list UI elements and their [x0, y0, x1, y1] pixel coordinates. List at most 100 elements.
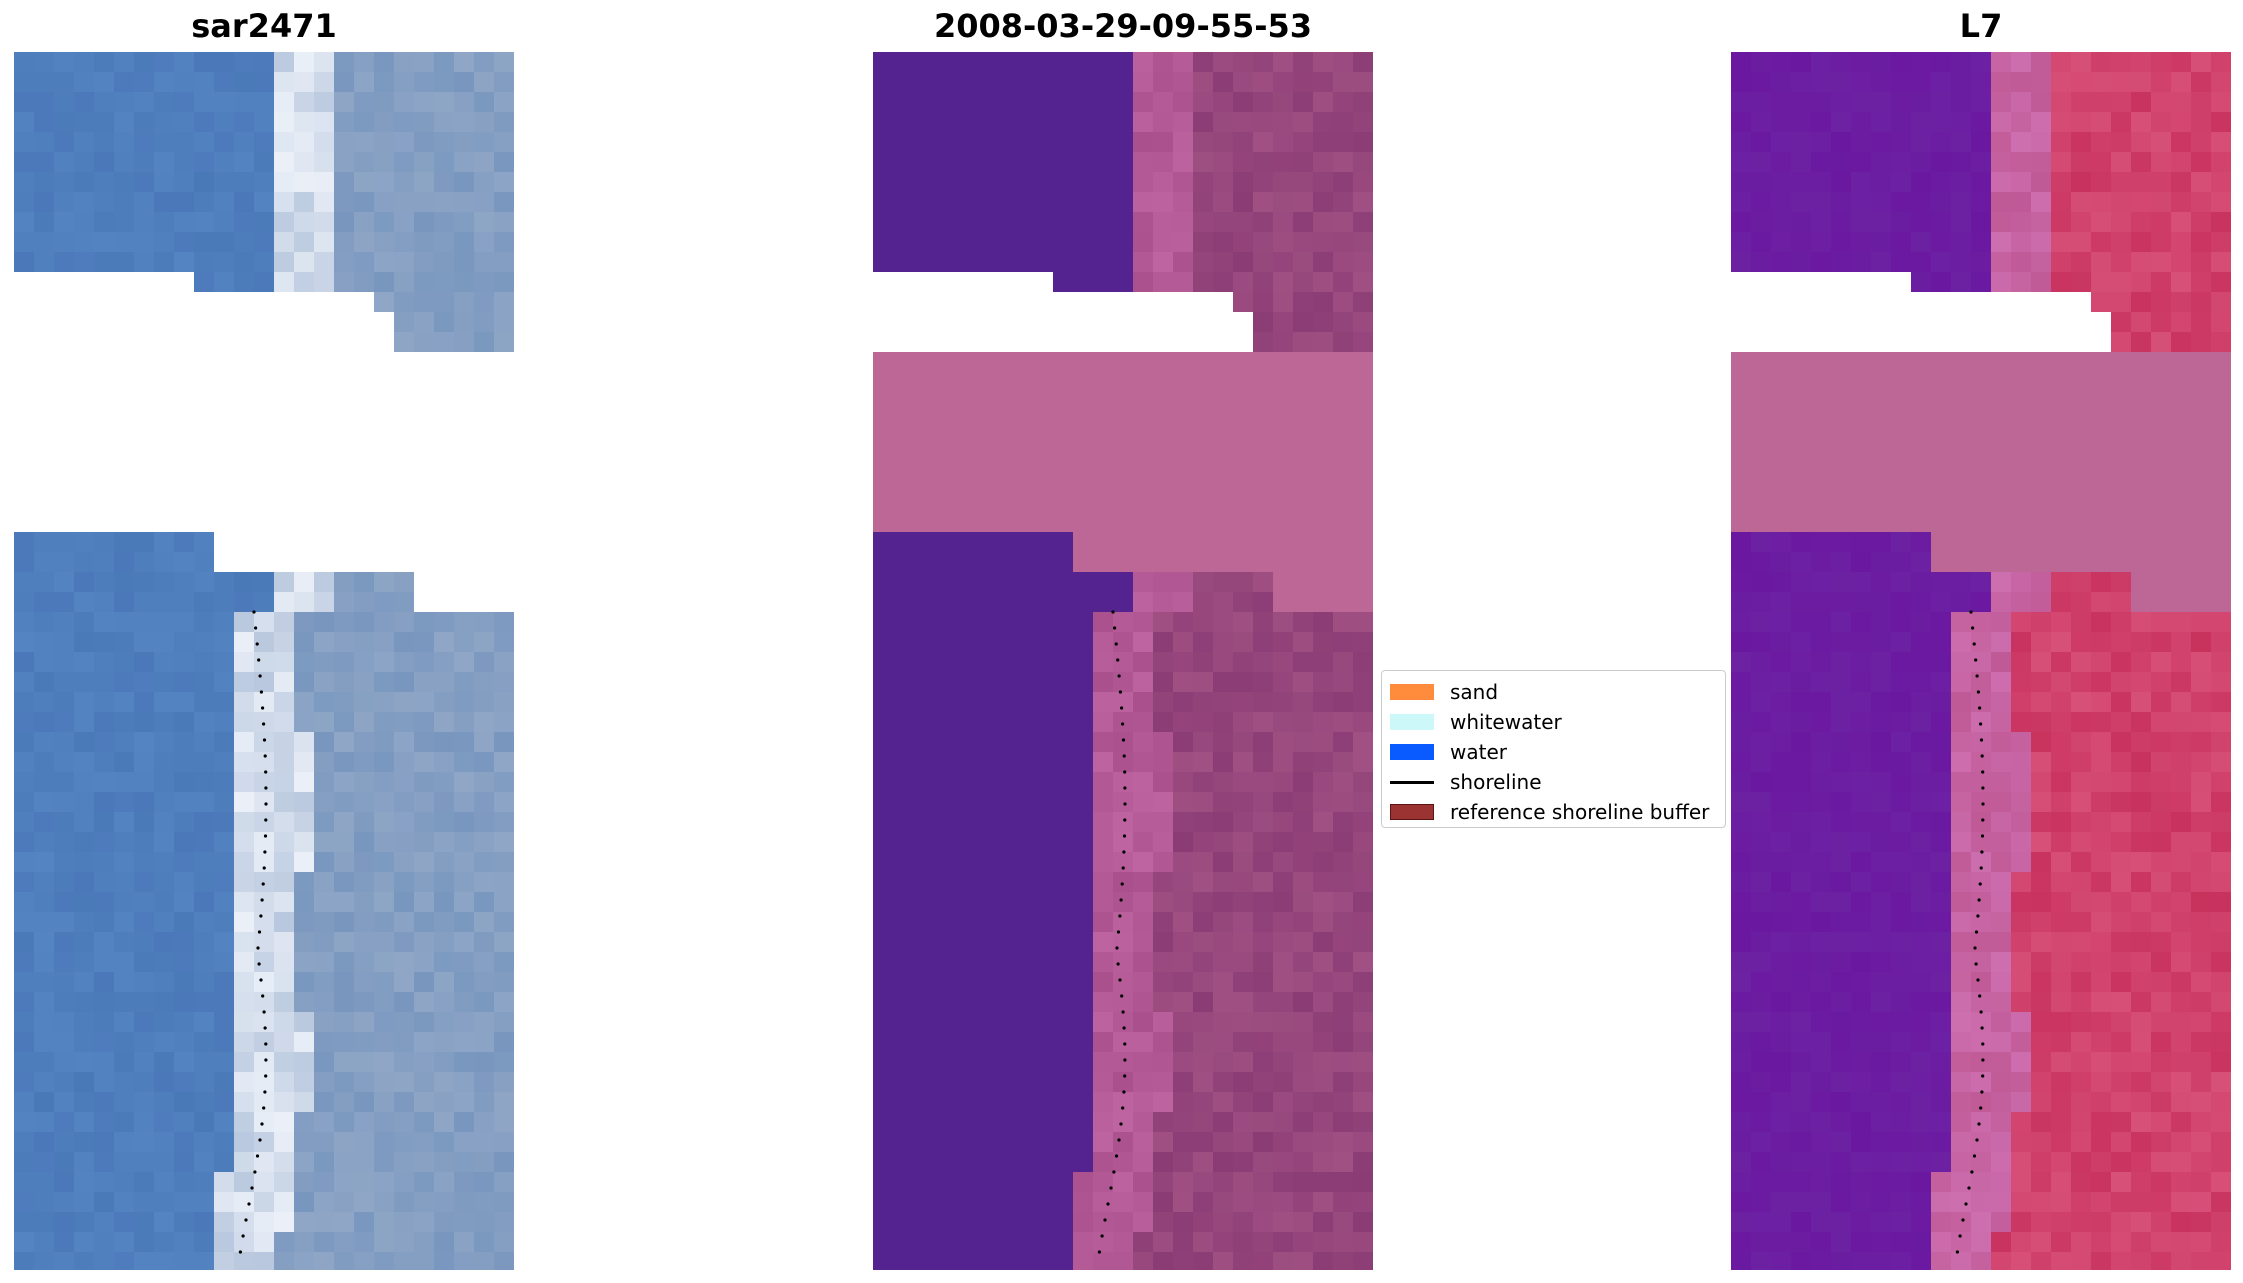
pixel	[1353, 1032, 1373, 1052]
pixel	[374, 1252, 394, 1270]
pixel	[1891, 652, 1911, 672]
pixel	[1811, 392, 1831, 412]
pixel	[2091, 712, 2111, 732]
pixel	[2111, 212, 2131, 232]
pixel	[893, 512, 913, 532]
pixel	[254, 692, 274, 712]
pixel	[2191, 1032, 2211, 1052]
pixel	[1791, 1112, 1811, 1132]
pixel	[74, 592, 94, 612]
pixel	[1233, 372, 1253, 392]
pixel	[1213, 72, 1233, 92]
pixel	[1113, 152, 1133, 172]
pixel	[1033, 532, 1053, 552]
shoreline-dot	[1970, 1170, 1974, 1174]
pixel	[1013, 1192, 1033, 1212]
pixel	[1891, 412, 1911, 432]
pixel	[2031, 1172, 2051, 1192]
pixel	[94, 1032, 114, 1052]
pixel	[414, 1232, 434, 1252]
pixel	[74, 692, 94, 712]
pixel	[953, 1172, 973, 1192]
pixel	[873, 592, 893, 612]
pixel	[1193, 592, 1213, 612]
pixel	[94, 672, 114, 692]
pixel	[2131, 332, 2151, 352]
pixel	[2071, 812, 2091, 832]
pixel	[1353, 1132, 1373, 1152]
pixel	[1013, 152, 1033, 172]
pixel	[1253, 1032, 1273, 1052]
pixel	[1133, 172, 1153, 192]
pixel	[494, 272, 514, 292]
pixel	[1771, 372, 1791, 392]
pixel	[1771, 592, 1791, 612]
pixel	[1751, 1192, 1771, 1212]
pixel	[494, 972, 514, 992]
pixel	[2111, 1232, 2131, 1252]
pixel	[2031, 412, 2051, 432]
pixel	[1731, 512, 1751, 532]
pixel	[2031, 992, 2051, 1012]
pixel	[893, 832, 913, 852]
pixel	[873, 852, 893, 872]
pixel	[94, 1052, 114, 1072]
pixel	[14, 72, 34, 92]
pixel	[1891, 932, 1911, 952]
pixel	[1073, 1132, 1093, 1152]
pixel	[1871, 532, 1891, 552]
pixel	[1153, 1192, 1173, 1212]
pixel	[494, 312, 514, 332]
pixel	[1313, 932, 1333, 952]
pixel	[1951, 272, 1971, 292]
pixel	[1353, 892, 1373, 912]
pixel	[374, 972, 394, 992]
pixel	[1811, 512, 1831, 532]
pixel	[2111, 172, 2131, 192]
pixel	[254, 252, 274, 272]
pixel	[1991, 812, 2011, 832]
pixel	[1871, 1152, 1891, 1172]
pixel	[1333, 272, 1353, 292]
pixel	[1911, 132, 1931, 152]
pixel	[154, 972, 174, 992]
pixel	[1791, 612, 1811, 632]
pixel	[1113, 1252, 1133, 1270]
pixel	[1771, 812, 1791, 832]
pixel	[34, 772, 54, 792]
pixel	[2171, 412, 2191, 432]
pixel	[2051, 1232, 2071, 1252]
pixel	[1253, 452, 1273, 472]
pixel	[1851, 152, 1871, 172]
pixel	[214, 132, 234, 152]
pixel	[1193, 1052, 1213, 1072]
pixel	[1931, 492, 1951, 512]
pixel	[234, 1252, 254, 1270]
pixel	[2191, 692, 2211, 712]
pixel	[1353, 992, 1373, 1012]
pixel	[334, 1052, 354, 1072]
pixel	[2031, 952, 2051, 972]
pixel	[933, 132, 953, 152]
pixel	[1811, 1052, 1831, 1072]
pixel	[1053, 1012, 1073, 1032]
pixel	[1333, 72, 1353, 92]
pixel	[1153, 1152, 1173, 1172]
pixel	[34, 952, 54, 972]
pixel	[1233, 632, 1253, 652]
pixel	[1313, 472, 1333, 492]
pixel	[933, 1192, 953, 1212]
pixel	[1931, 1032, 1951, 1052]
pixel	[394, 1212, 414, 1232]
pixel	[1353, 552, 1373, 572]
pixel	[2131, 752, 2151, 772]
pixel	[1333, 792, 1353, 812]
pixel	[474, 672, 494, 692]
pixel	[1991, 472, 2011, 492]
pixel	[2031, 592, 2051, 612]
pixel	[2091, 732, 2111, 752]
pixel	[973, 1132, 993, 1152]
pixel	[973, 152, 993, 172]
pixel	[94, 832, 114, 852]
pixel	[214, 692, 234, 712]
